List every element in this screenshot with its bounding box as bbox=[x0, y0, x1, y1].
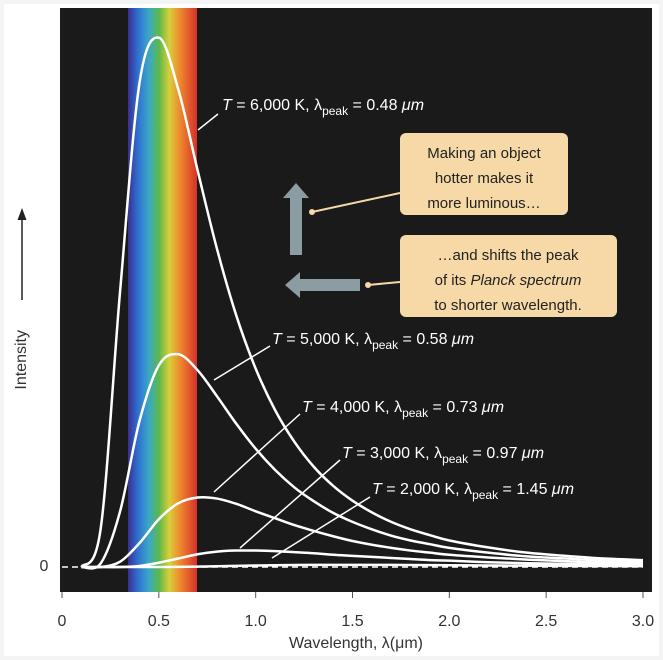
label-part: = 4,000 K, λ bbox=[312, 399, 402, 416]
label-part: = 3,000 K, λ bbox=[352, 445, 442, 462]
callout-part: to shorter wavelength. bbox=[434, 297, 582, 314]
spectrum-curve bbox=[81, 352, 644, 570]
up-arrow bbox=[283, 183, 309, 255]
callout-dot bbox=[309, 209, 315, 215]
callout-leader bbox=[367, 281, 401, 286]
label-leader bbox=[213, 345, 271, 381]
callout-part: …and shifts the peak bbox=[438, 247, 579, 264]
label-leader bbox=[213, 413, 301, 493]
x-tick-label: 0 bbox=[58, 613, 67, 630]
x-axis-label: Wavelength, λ(μm) bbox=[289, 635, 423, 652]
callout-part: hotter makes it bbox=[435, 170, 534, 187]
label-part: peak bbox=[402, 406, 429, 420]
callout-text: of its Planck spectrum bbox=[435, 272, 582, 289]
label-part: = 1.45 bbox=[498, 481, 552, 498]
label-part: T bbox=[342, 445, 353, 462]
callout-text: hotter makes it bbox=[435, 170, 534, 187]
label-part: = 0.97 bbox=[468, 445, 522, 462]
visible-spectrum bbox=[128, 8, 197, 592]
label-part: μm bbox=[481, 399, 504, 416]
label-part: = 6,000 K, λ bbox=[232, 97, 322, 114]
label-part: T bbox=[302, 399, 313, 416]
curve-label: T = 3,000 K, λpeak = 0.97 μm bbox=[342, 445, 544, 466]
callout-box bbox=[400, 133, 568, 215]
label-part: = 5,000 K, λ bbox=[282, 331, 372, 348]
label-part: T bbox=[272, 331, 283, 348]
label-part: μm bbox=[451, 331, 474, 348]
spectrum-curve bbox=[81, 549, 644, 569]
label-part: μm bbox=[551, 481, 574, 498]
label-leader bbox=[239, 459, 341, 549]
x-tick-label: 3.0 bbox=[632, 613, 654, 630]
label-part: peak bbox=[372, 338, 399, 352]
label-part: T bbox=[222, 97, 233, 114]
label-part: = 2,000 K, λ bbox=[382, 481, 472, 498]
spectrum-curve bbox=[80, 36, 644, 568]
callout-part: of its bbox=[435, 272, 471, 289]
left-arrow bbox=[285, 272, 360, 298]
label-part: peak bbox=[472, 488, 499, 502]
label-part: = 0.73 bbox=[428, 399, 482, 416]
y-axis-label: Intensity bbox=[13, 330, 30, 390]
label-leader bbox=[197, 113, 219, 131]
label-part: μm bbox=[401, 97, 424, 114]
callout-leader bbox=[311, 192, 401, 213]
x-tick-label: 2.5 bbox=[535, 613, 557, 630]
curve-label: T = 6,000 K, λpeak = 0.48 μm bbox=[222, 97, 424, 118]
curve-label: T = 2,000 K, λpeak = 1.45 μm bbox=[372, 481, 574, 502]
label-part: = 0.58 bbox=[398, 331, 452, 348]
callout-box bbox=[400, 235, 617, 317]
callout-part: Planck spectrum bbox=[470, 272, 581, 289]
callout-text: more luminous… bbox=[427, 195, 540, 212]
label-part: peak bbox=[442, 452, 469, 466]
spectrum-curve bbox=[81, 563, 644, 569]
label-part: μm bbox=[521, 445, 544, 462]
y-tick-label: 0 bbox=[40, 558, 49, 575]
label-leader bbox=[271, 496, 371, 559]
callout-text: …and shifts the peak bbox=[438, 247, 579, 264]
x-tick-label: 0.5 bbox=[148, 613, 170, 630]
label-part: T bbox=[372, 481, 383, 498]
callout-part: more luminous… bbox=[427, 195, 540, 212]
curve-label: T = 4,000 K, λpeak = 0.73 μm bbox=[302, 399, 504, 420]
x-tick-label: 2.0 bbox=[438, 613, 460, 630]
x-tick-label: 1.5 bbox=[341, 613, 363, 630]
x-tick-label: 1.0 bbox=[245, 613, 267, 630]
callout-text: to shorter wavelength. bbox=[434, 297, 582, 314]
label-part: peak bbox=[322, 104, 349, 118]
callout-dot bbox=[365, 282, 371, 288]
spectrum-curve bbox=[81, 495, 644, 569]
label-part: = 0.48 bbox=[348, 97, 402, 114]
curve-label: T = 5,000 K, λpeak = 0.58 μm bbox=[272, 331, 474, 352]
callout-part: Making an object bbox=[427, 145, 541, 162]
callout-text: Making an object bbox=[427, 145, 541, 162]
